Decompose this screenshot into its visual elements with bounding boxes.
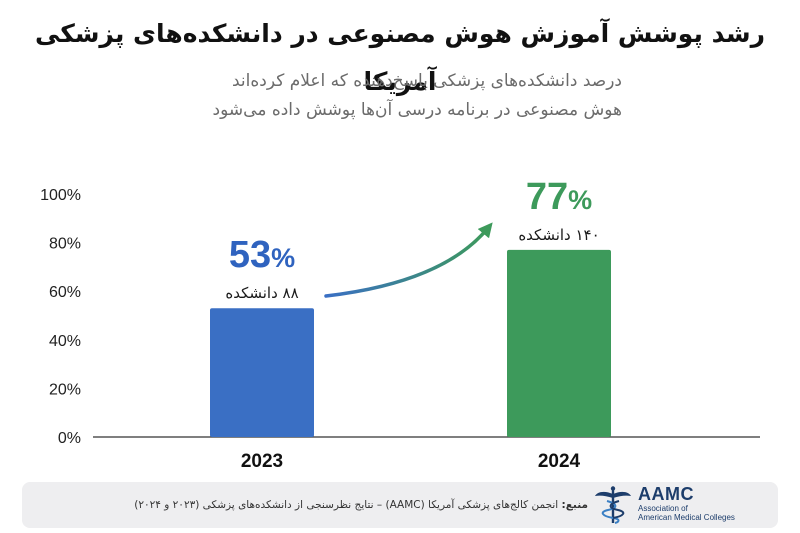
caduceus-icon: [595, 486, 631, 524]
y-tick-label: 80%: [49, 236, 81, 253]
y-tick-label: 100%: [40, 187, 81, 204]
count-label-2024: ۱۴۰ دانشکده: [518, 226, 599, 244]
bar-chart: 0% 20% 40% 60% 80% 100% 53% ۸۸ دانشکده 77% ۱۴۰ د…: [40, 176, 760, 472]
subtitle-line-2: هوش مصنوعی در برنامه درسی آن‌ها پوشش داد…: [212, 100, 622, 120]
logo-full-name: Association of American Medical Colleges: [638, 504, 735, 522]
logo-abbreviation: AAMC: [638, 484, 694, 504]
growth-arrow: [324, 222, 493, 298]
subtitle-line-1: درصد دانشکده‌های پزشکی پاسخ‌دهنده که اعل…: [231, 71, 622, 91]
percent-label-2023: 53%: [229, 234, 295, 276]
aamc-logo: AAMC Association of American Medical Col…: [594, 484, 764, 526]
chart-subtitle: درصد دانشکده‌های پزشکی پاسخ‌دهنده که اعل…: [40, 67, 622, 125]
chart-title: رشد پوشش آموزش هوش مصنوعی در دانشکده‌های…: [35, 19, 765, 96]
source-footer: منبع: انجمن کالج‌های پزشکی آمریکا (AAMC)…: [22, 482, 778, 528]
y-tick-label: 20%: [49, 381, 81, 398]
count-label-2023: ۸۸ دانشکده: [225, 284, 298, 302]
x-tick-label-2024: 2024: [538, 451, 581, 472]
bars: [210, 249, 611, 437]
source-note: منبع: انجمن کالج‌های پزشکی آمریکا (AAMC)…: [36, 494, 588, 516]
bar-2024: [507, 249, 611, 437]
y-axis-ticks: 0% 20% 40% 60% 80% 100%: [40, 187, 81, 447]
bar-2023: [210, 308, 314, 437]
logo-line-2: American Medical Colleges: [638, 513, 735, 522]
percent-label-2024: 77%: [526, 176, 592, 218]
bar-labels: 53% ۸۸ دانشکده 77% ۱۴۰ دانشکده: [225, 176, 599, 302]
source-label: منبع:: [561, 499, 588, 511]
logo-line-1: Association of: [638, 504, 688, 513]
x-tick-label-2023: 2023: [241, 451, 283, 472]
source-text: انجمن کالج‌های پزشکی آمریکا (AAMC) – نتا…: [134, 499, 559, 511]
y-tick-label: 0%: [58, 430, 81, 447]
y-tick-label: 40%: [49, 333, 81, 350]
x-axis-ticks: 2023 2024: [241, 451, 581, 472]
y-tick-label: 60%: [49, 284, 81, 301]
logo-text: AAMC Association of American Medical Col…: [638, 484, 735, 522]
